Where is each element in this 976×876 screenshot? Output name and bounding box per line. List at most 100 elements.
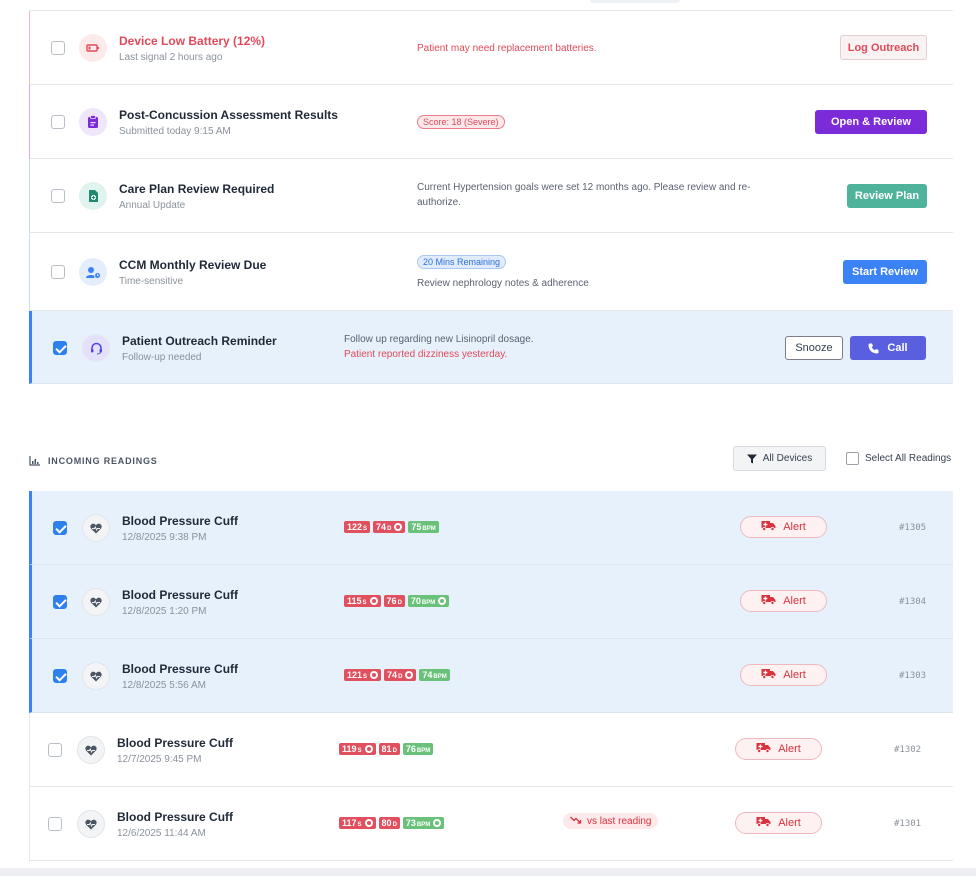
filter-label: All Devices	[762, 453, 813, 464]
bpm-value: 73 BPM	[402, 817, 445, 829]
reading-checkbox[interactable]	[53, 595, 67, 609]
task-title: Device Low Battery (12%)	[119, 34, 266, 48]
reading-id: #1301	[894, 819, 922, 829]
readings-list: Blood Pressure Cuff 12/8/2025 9:38 PM 122 S…	[29, 491, 953, 861]
readings-section-header: INCOMING READINGS	[29, 456, 158, 466]
score-badge: Score: 18 (Severe)	[417, 115, 505, 129]
reading-checkbox[interactable]	[48, 817, 62, 831]
reading-checkbox[interactable]	[53, 521, 67, 535]
reading-timestamp: 12/6/2025 11:44 AM	[117, 828, 206, 839]
scroll-shadow	[590, 0, 680, 3]
start-review-button[interactable]: Start Review	[843, 260, 927, 284]
review-plan-button[interactable]: Review Plan	[847, 184, 927, 208]
task-subtitle: Annual Update	[119, 200, 186, 211]
heart-pulse-icon	[77, 736, 105, 764]
ambulance-icon	[761, 594, 776, 608]
task-row-ccm-review[interactable]: CCM Monthly Review Due Time-sensitive 20…	[29, 233, 953, 311]
flag-icon	[394, 523, 403, 531]
task-description: Patient may need replacement batteries.	[417, 43, 597, 54]
task-checkbox[interactable]	[51, 189, 65, 203]
reading-values: 117 S 80 D 73 BPM	[339, 817, 445, 829]
flag-icon	[433, 819, 442, 827]
select-all-checkbox[interactable]	[846, 452, 859, 465]
task-row-low-battery[interactable]: Device Low Battery (12%) Last signal 2 h…	[29, 11, 953, 85]
flag-icon	[364, 819, 373, 827]
select-all-readings[interactable]: Select All Readings	[846, 452, 951, 465]
ambulance-icon	[756, 742, 771, 756]
device-filter-button[interactable]: All Devices	[733, 446, 826, 471]
sys-value: 119 S	[339, 743, 376, 755]
filter-icon	[746, 454, 757, 463]
alert-badge[interactable]: Alert	[740, 664, 827, 686]
open-review-button[interactable]: Open & Review	[815, 110, 927, 134]
reading-values: 119 S 81 D 76 BPM	[339, 743, 434, 755]
alert-badge[interactable]: Alert	[740, 516, 827, 538]
alert-badge[interactable]: Alert	[740, 590, 827, 612]
reading-checkbox[interactable]	[53, 669, 67, 683]
task-title: Patient Outreach Reminder	[122, 334, 277, 348]
reading-timestamp: 12/8/2025 5:56 AM	[122, 680, 206, 691]
sys-value: 117 S	[339, 817, 376, 829]
reading-id: #1304	[899, 597, 927, 607]
reading-id: #1303	[899, 671, 927, 681]
flag-icon	[438, 597, 447, 605]
phone-icon	[868, 343, 879, 353]
reading-row[interactable]: Blood Pressure Cuff 12/8/2025 5:56 AM 121 S…	[29, 639, 953, 713]
headset-icon	[82, 334, 110, 362]
task-row-care-plan[interactable]: Care Plan Review Required Annual Update …	[29, 159, 953, 233]
dia-value: 76 D	[383, 595, 405, 607]
reading-device: Blood Pressure Cuff	[117, 810, 234, 824]
dia-value: 74 D	[373, 521, 406, 533]
task-description: Follow up regarding new Lisinopril dosag…	[344, 334, 534, 345]
chart-icon	[29, 456, 40, 466]
reading-row[interactable]: Blood Pressure Cuff 12/8/2025 1:20 PM 115 S…	[29, 565, 953, 639]
snooze-button[interactable]: Snooze	[785, 336, 843, 360]
flag-icon	[405, 671, 414, 679]
bpm-value: 76 BPM	[402, 743, 434, 755]
alert-label: Alert	[778, 817, 801, 829]
reading-device: Blood Pressure Cuff	[122, 662, 239, 676]
call-button[interactable]: Call	[850, 336, 926, 360]
reading-timestamp: 12/7/2025 9:45 PM	[117, 754, 202, 765]
task-checkbox[interactable]	[51, 265, 65, 279]
bpm-value: 74 BPM	[419, 669, 450, 681]
dia-value: 74 D	[384, 669, 417, 681]
battery-icon	[79, 34, 107, 62]
reading-device: Blood Pressure Cuff	[122, 588, 239, 602]
task-subtitle: Follow-up needed	[122, 352, 202, 363]
horizontal-scrollbar[interactable]	[0, 868, 976, 876]
log-outreach-button[interactable]: Log Outreach	[840, 35, 927, 60]
task-checkbox[interactable]	[53, 341, 67, 355]
flag-icon	[370, 671, 379, 679]
reading-id: #1302	[894, 745, 922, 755]
call-label: Call	[887, 342, 908, 354]
task-description: Current Hypertension goals were set 12 m…	[417, 182, 751, 208]
reading-checkbox[interactable]	[48, 743, 62, 757]
task-row-patient-outreach[interactable]: Patient Outreach Reminder Follow-up need…	[29, 311, 953, 384]
flag-icon	[369, 597, 378, 605]
reading-timestamp: 12/8/2025 1:20 PM	[122, 606, 207, 617]
heart-pulse-icon	[77, 810, 105, 838]
heart-pulse-icon	[82, 514, 110, 542]
sys-value: 122 S	[344, 521, 371, 533]
alert-label: Alert	[778, 743, 801, 755]
reading-row[interactable]: Blood Pressure Cuff 12/7/2025 9:45 PM 119 S…	[29, 713, 953, 787]
task-checkbox[interactable]	[51, 41, 65, 55]
trend-label: vs last reading	[587, 815, 652, 827]
time-remaining-badge: 20 Mins Remaining	[417, 255, 507, 269]
reading-row[interactable]: Blood Pressure Cuff 12/6/2025 11:44 AM 117…	[29, 787, 953, 861]
alert-badge[interactable]: Alert	[735, 738, 822, 760]
ambulance-icon	[761, 668, 776, 682]
user-clock-icon	[79, 258, 107, 286]
reading-values: 122 S 74 D 75 BPM	[344, 521, 439, 533]
task-subtitle: Time-sensitive	[119, 276, 184, 287]
task-subtitle: Submitted today 9:15 AM	[119, 126, 231, 137]
alert-label: Alert	[783, 595, 806, 607]
task-row-concussion-assessment[interactable]: Post-Concussion Assessment Results Submi…	[29, 85, 953, 159]
flag-icon	[364, 745, 373, 753]
trend-badge: vs last reading	[563, 813, 659, 829]
reading-row[interactable]: Blood Pressure Cuff 12/8/2025 9:38 PM 122 S…	[29, 491, 953, 565]
alert-badge[interactable]: Alert	[735, 812, 822, 834]
task-checkbox[interactable]	[51, 115, 65, 129]
